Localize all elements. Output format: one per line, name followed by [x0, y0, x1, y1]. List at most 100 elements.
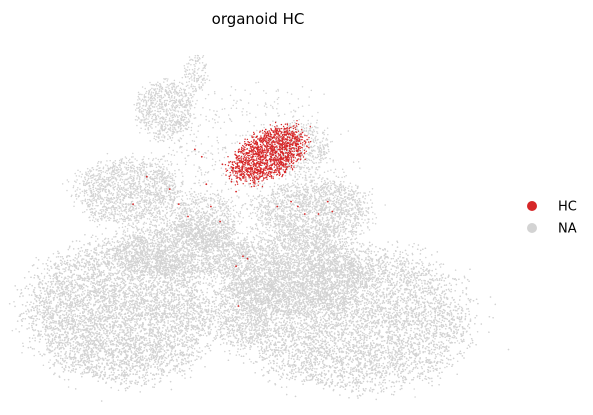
series-na-point	[98, 183, 101, 186]
series-na-point	[198, 83, 200, 86]
series-na-point	[123, 196, 126, 198]
series-na-point	[123, 218, 125, 220]
series-na-point	[214, 200, 216, 203]
series-na-point	[323, 224, 325, 226]
series-na-point	[201, 62, 204, 64]
series-na-point	[92, 177, 94, 179]
series-na-point	[194, 85, 196, 88]
series-na-point	[137, 171, 139, 174]
series-na-point	[154, 175, 156, 177]
series-na-point	[282, 217, 285, 219]
series-na-point	[185, 68, 187, 71]
series-na-point	[89, 208, 91, 211]
series-na-point	[163, 190, 166, 192]
series-na-point	[258, 201, 260, 204]
series-na-point	[343, 189, 345, 192]
series-na-point	[95, 199, 98, 201]
series-na-point	[101, 219, 103, 221]
series-na-point	[198, 236, 201, 238]
series-na-point	[178, 99, 180, 102]
series-na-point	[149, 170, 152, 173]
series-na-point	[84, 198, 87, 200]
series-na-point	[294, 216, 297, 218]
series-na-point	[171, 177, 174, 179]
series-na-point	[168, 89, 171, 92]
series-na-point	[137, 221, 140, 223]
series-na-point	[141, 164, 144, 167]
series-na-point	[342, 209, 344, 212]
series-na-point	[301, 227, 303, 229]
series-na-point	[150, 84, 153, 86]
series-na-point	[296, 207, 298, 210]
series-na-point	[136, 168, 139, 170]
series-na-point	[322, 209, 324, 212]
series-na-point	[142, 161, 144, 164]
series-na-point	[106, 160, 108, 162]
series-na-point	[183, 102, 185, 105]
series-na-point	[312, 149, 315, 151]
series-na-point	[159, 192, 162, 195]
series-na-point	[131, 206, 134, 208]
series-na-point	[322, 217, 324, 219]
series-na-point	[155, 191, 158, 193]
series-na-point	[300, 162, 302, 165]
series-na-point	[164, 125, 166, 128]
series-na-point	[109, 200, 111, 202]
series-na-point	[141, 98, 144, 101]
series-na-point	[171, 134, 173, 136]
series-na-point	[91, 199, 93, 201]
series-na-point	[205, 199, 208, 201]
series-na-point	[125, 192, 127, 194]
series-na-point	[203, 74, 205, 77]
series-na-point	[94, 195, 97, 197]
series-na-point	[270, 197, 273, 199]
series-na-point	[158, 107, 161, 110]
series-na-point	[143, 162, 146, 165]
series-na-point	[307, 162, 309, 165]
series-na-point	[136, 102, 138, 105]
series-na	[8, 54, 510, 402]
series-na-point	[286, 183, 288, 186]
series-na-point	[289, 211, 292, 213]
series-na-point	[189, 114, 191, 117]
series-na-point	[146, 217, 149, 220]
series-na-point	[154, 93, 157, 95]
series-na-point	[298, 236, 301, 238]
series-na-point	[158, 136, 160, 138]
series-na-point	[299, 189, 302, 192]
series-na-point	[315, 157, 317, 159]
series-na-point	[81, 173, 83, 175]
series-na-point	[367, 227, 369, 229]
series-na-point	[182, 219, 185, 222]
series-na-point	[107, 199, 110, 201]
series-na-point	[232, 205, 234, 208]
series-na-point	[304, 198, 306, 201]
series-na-point	[355, 231, 357, 233]
series-na-point	[187, 84, 189, 86]
series-na-point	[282, 194, 284, 197]
series-na-point	[296, 226, 299, 228]
series-na-point	[326, 162, 328, 164]
series-na-point	[153, 179, 155, 181]
series-na-point	[203, 200, 205, 202]
series-na-point	[190, 83, 193, 86]
series-na-point	[140, 112, 143, 114]
series-na-point	[288, 186, 291, 189]
series-na-point	[289, 168, 291, 170]
series-na-point	[196, 57, 199, 59]
series-na-point	[285, 178, 287, 180]
series-na-point	[320, 198, 323, 200]
series-na-point	[145, 122, 148, 124]
series-na-point	[371, 202, 374, 204]
series-na-point	[100, 169, 102, 172]
series-na-point	[354, 201, 357, 203]
series-na-point	[309, 176, 311, 178]
series-na-point	[166, 80, 169, 82]
series-na-point	[102, 213, 105, 216]
series-na-point	[321, 191, 323, 194]
series-na-point	[350, 233, 353, 235]
series-na-point	[140, 206, 142, 209]
series-na-point	[352, 207, 354, 209]
series-na-point	[318, 209, 320, 212]
series-na-point	[147, 129, 150, 131]
